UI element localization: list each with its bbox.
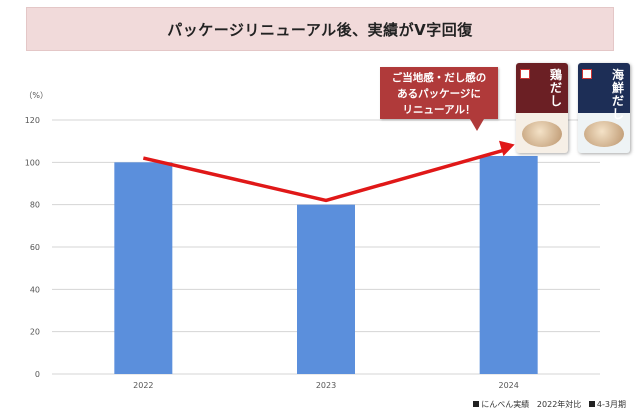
brand-logo-icon: [582, 69, 592, 79]
y-tick-label: 80: [30, 201, 40, 210]
chart-title: パッケージリニューアル後、実績がV字回復: [167, 20, 473, 39]
legend-square-icon: [588, 401, 595, 407]
package-name: 鶏だし: [550, 68, 563, 108]
hotpot-bowl-icon: [584, 121, 624, 147]
legend-square-icon: [473, 401, 480, 407]
trend-arrow-head: [498, 140, 515, 157]
legend-item-3: 4-3月期: [596, 400, 626, 409]
callout-box: ご当地感・だし感の あるパッケージに リニューアル！: [380, 67, 498, 119]
y-tick-label: 20: [30, 328, 40, 337]
product-package-chicken-dashi: 鶏だし: [516, 63, 568, 153]
callout-tail: [470, 119, 484, 131]
y-tick-label: 0: [35, 370, 40, 379]
hotpot-bowl-icon: [522, 121, 562, 147]
y-tick-label: 100: [25, 158, 40, 167]
bar-2024: [479, 155, 538, 374]
callout-line-1: ご当地感・だし感の: [391, 72, 487, 84]
x-tick-label: 2022: [133, 381, 153, 390]
x-tick-label: 2024: [498, 381, 518, 390]
package-name: 海鮮だし: [612, 68, 625, 121]
bar-2022: [114, 162, 173, 374]
legend-item-2: 2022年対比: [536, 400, 582, 409]
x-tick-label: 2023: [316, 381, 336, 390]
brand-logo-icon: [520, 69, 530, 79]
y-unit-label: （%）: [24, 91, 48, 100]
title-banner: パッケージリニューアル後、実績がV字回復: [26, 7, 614, 51]
legend-item-1: にんべん実績: [481, 400, 530, 409]
product-package-seafood-dashi: 海鮮だし: [578, 63, 630, 153]
y-tick-label: 60: [30, 243, 40, 252]
y-tick-label: 120: [25, 116, 40, 125]
trend-arrow-line: [142, 148, 504, 203]
callout-line-2: あるパッケージに: [397, 88, 481, 100]
bar-2023: [297, 204, 355, 374]
chart-legend: にんべん実績 2022年対比 4-3月期: [473, 399, 626, 410]
callout-line-3: リニューアル！: [402, 104, 476, 116]
y-tick-label: 40: [30, 285, 40, 294]
